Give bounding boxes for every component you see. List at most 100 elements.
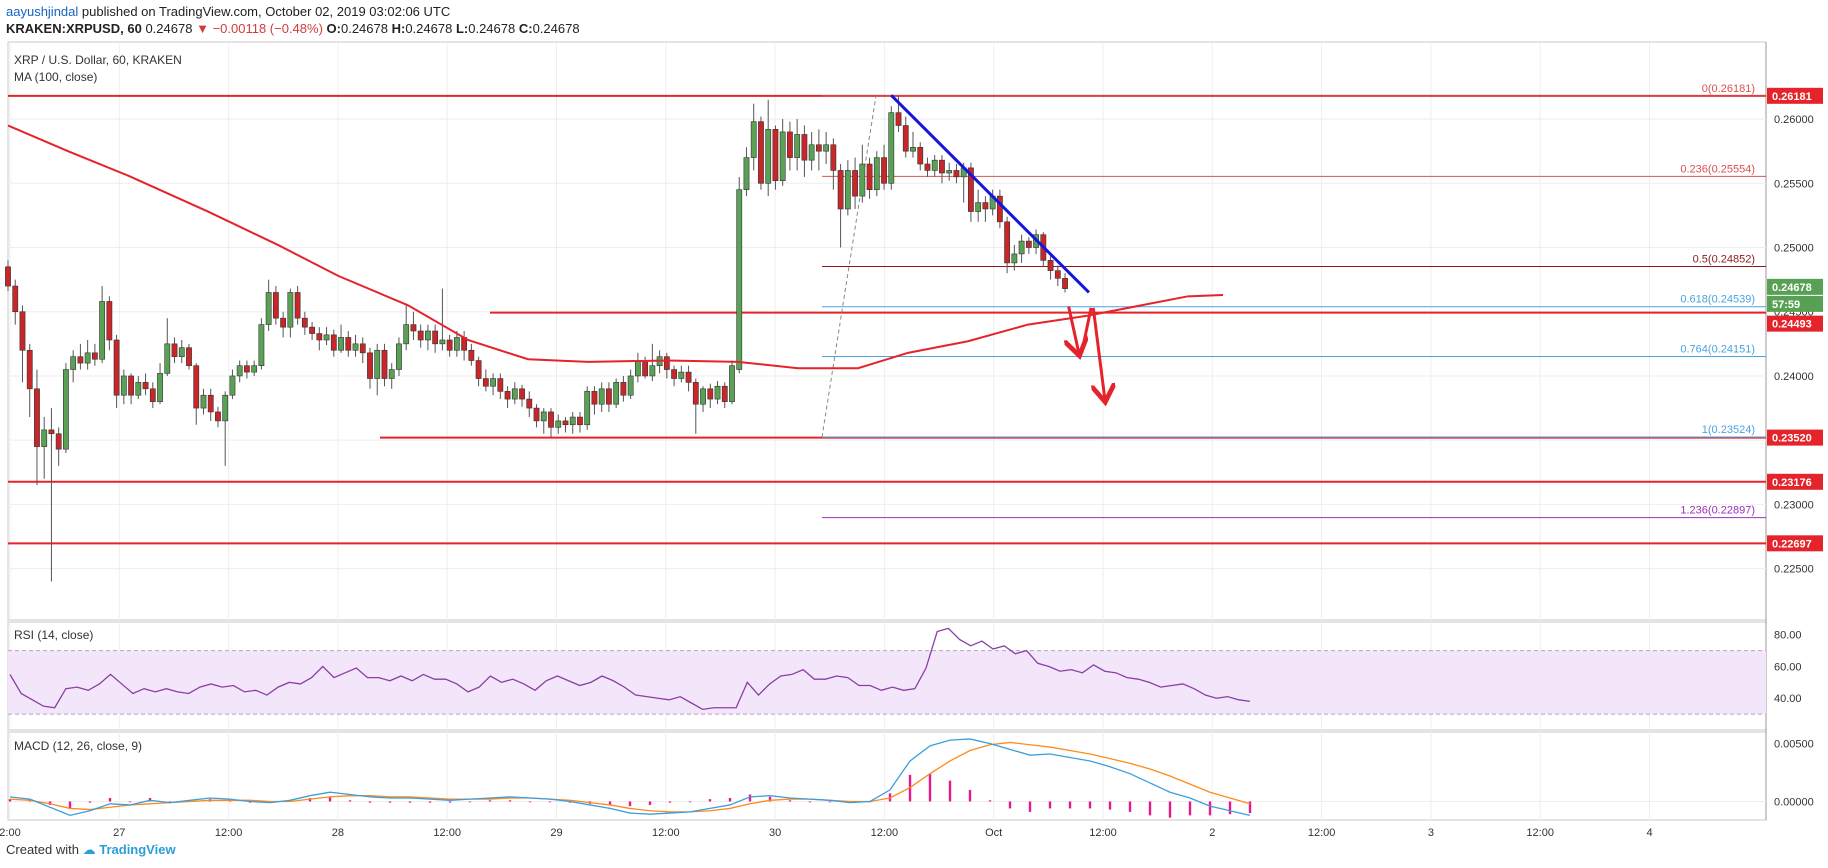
macd-histogram-bar [1248,801,1252,814]
candle-down [982,202,989,210]
macd-histogram-bar [88,801,92,803]
candle-down [866,163,873,191]
candle-down [294,292,301,319]
candle-down [446,339,453,351]
price-label-box [1767,315,1823,332]
high-value: 0.24678 [405,21,453,36]
x-tick-label: 28 [332,827,344,839]
x-tick-label: 12:00 [215,827,243,839]
candle-down [309,326,315,334]
candle-up [613,382,620,405]
candle-up [750,121,757,158]
candle-up [736,189,743,370]
candle-up [374,349,381,379]
ma-indicator-label[interactable]: MA (100, close) [14,70,98,84]
candle-up [1011,253,1018,264]
rsi-tick-label: 80.00 [1774,630,1802,642]
candle-down [272,292,279,319]
x-tick-label: Oct [985,827,1002,839]
price-label-box [1767,535,1823,552]
candle-down [917,147,924,165]
candle-up [584,391,591,426]
candle-down [128,375,134,396]
y-tick-label: 0.25500 [1774,178,1814,190]
candle-up [794,134,801,158]
candle-up [765,129,772,184]
candle-up [931,159,938,171]
last-price: 0.24678 [145,21,193,36]
candle-down [852,170,858,197]
symbol-label: KRAKEN:XRPUSD, 60 [6,21,142,36]
candle-up [164,343,171,374]
candle-up [888,112,895,184]
candle-down [881,157,887,184]
candle-up [178,347,185,357]
fib-level-label: 0.764(0.24151) [1680,344,1755,356]
candle-up [41,429,48,447]
candle-down [417,330,424,341]
ma-100-line [7,124,1224,370]
macd-histogram-bar [128,801,132,803]
candle-down [801,134,808,161]
ohlc-line: KRAKEN:XRPUSD, 60 0.24678 ▼ −0.00118 (−0… [6,21,580,36]
candle-up [388,369,395,379]
candle-up [743,157,750,191]
candle-up [910,147,916,152]
candle-up [425,330,431,341]
candle-up [975,202,982,212]
candle-down [758,121,764,184]
macd-pane-title[interactable]: MACD (12, 26, close, 9) [14,739,143,753]
macd-histogram-bar [1188,801,1192,816]
main-pane [7,41,1767,621]
price-label-text: 0.22697 [1772,538,1812,550]
candle-down [367,352,373,379]
candle-up [258,324,265,366]
macd-histogram-bar [1108,801,1112,810]
macd-histogram-bar [928,773,932,802]
high-label: H: [391,21,406,36]
y-tick-label: 0.25000 [1774,243,1814,255]
price-label-box [1767,473,1823,490]
candle-down [642,360,649,377]
author-link[interactable]: aayushjindal [6,4,79,19]
candle-down [968,167,974,212]
tradingview-link[interactable]: TradingView [99,842,176,857]
candle-up [779,131,786,182]
macd-histogram-bar [468,801,472,803]
candle-down [468,349,475,361]
macd-tick-label: 0.00000 [1774,796,1814,808]
x-tick-label: 12:00 [1526,827,1554,839]
rsi-pane-title[interactable]: RSI (14, close) [14,628,94,642]
candle-up [453,337,460,351]
price-label-box [1767,87,1823,104]
macd-histogram-bar [948,780,952,802]
price-label-text: 0.24493 [1772,319,1812,331]
candle-down [685,371,692,383]
candle-up [157,373,163,402]
candle-down [186,347,192,366]
candle-up [323,334,330,341]
fib-level-label: 0.618(0.24539) [1680,294,1755,306]
candle-up [1018,240,1025,255]
candle-up [352,343,359,351]
candle-up [627,375,634,396]
chart-canvas[interactable]: 2:00 27 12:00 28 12:00 29 12:00 30 12:00 Oct 12:00… [0,0,1828,840]
x-tick-label: 4 [1646,827,1652,839]
candle-up [823,144,830,152]
candle-down [815,144,822,152]
candle-up [873,157,880,191]
publish-line: aayushjindal published on TradingView.co… [6,4,450,19]
candle-down [26,349,33,390]
candle-up [700,388,706,405]
macd-histogram-bar [608,801,612,805]
candle-up [598,388,605,405]
candle-up [287,292,294,328]
candle-down [48,429,55,435]
x-tick-label: 12:00 [1089,827,1117,839]
macd-histogram-bar [1228,801,1232,815]
candle-down [924,163,931,171]
macd-histogram-bar [648,801,652,805]
price-label-text: 0.24678 [1772,282,1812,294]
candle-down [316,333,323,341]
macd-histogram-bar [328,796,332,802]
